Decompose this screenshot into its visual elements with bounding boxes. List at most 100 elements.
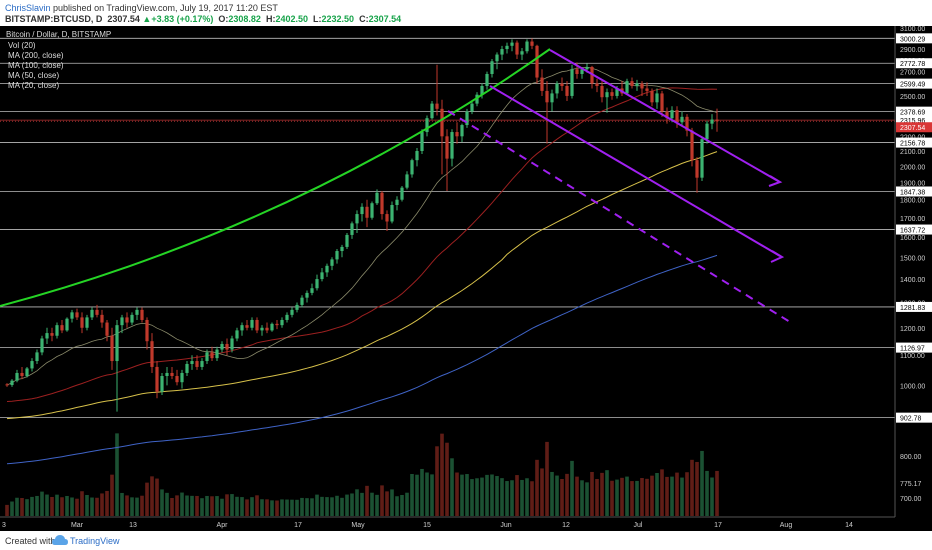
candle-body — [260, 327, 264, 331]
volume-bar — [185, 495, 189, 516]
x-tick-label: 17 — [714, 522, 722, 529]
level-label: 902.78 — [900, 416, 922, 423]
level-label: 2599.49 — [900, 82, 925, 89]
candle-body — [135, 309, 139, 315]
volume-bar — [40, 491, 44, 516]
candle-body — [330, 259, 334, 266]
indicator-ma20[interactable]: MA (20, close) — [8, 81, 59, 90]
current-price-box — [896, 122, 932, 133]
x-tick-label: 12 — [562, 522, 570, 529]
indicator-ma50[interactable]: MA (50, close) — [8, 71, 59, 80]
volume-bar — [640, 478, 644, 516]
volume-bar — [130, 497, 134, 516]
volume-bar — [560, 479, 564, 516]
volume-bar — [70, 497, 74, 516]
candle-body — [545, 90, 549, 103]
level-label: 1637.72 — [900, 228, 925, 235]
volume-bar — [520, 479, 524, 516]
volume-bar — [510, 480, 514, 516]
candle-body — [245, 325, 249, 328]
candle-body — [505, 45, 509, 50]
x-tick-label: 3 — [2, 522, 6, 529]
candle-body — [90, 309, 94, 318]
candle-body — [465, 111, 469, 126]
volume-bar — [370, 492, 374, 516]
volume-bar — [590, 471, 594, 516]
volume-bar — [555, 475, 559, 516]
ma-50-line — [6, 87, 718, 402]
volume-bar — [445, 442, 449, 516]
candle-body — [30, 361, 34, 369]
volume-bar — [540, 468, 544, 516]
low-value: 2232.50 — [321, 14, 355, 24]
x-tick-label: Aug — [780, 522, 793, 529]
candle-body — [335, 251, 339, 260]
volume-bar — [165, 492, 169, 516]
candle-body — [340, 246, 344, 252]
candle-body — [205, 352, 209, 362]
candle-body — [470, 103, 474, 112]
candle-body — [660, 93, 664, 112]
volume-bar — [615, 479, 619, 516]
volume-bar — [345, 494, 349, 516]
volume-bar — [125, 495, 129, 516]
chart-canvas[interactable]: 3100.003000.002900.002800.002700.002600.… — [0, 26, 932, 531]
volume-bar — [45, 494, 49, 516]
tradingview-brand-link[interactable]: TradingView — [70, 536, 120, 546]
x-tick-label: 13 — [129, 522, 137, 529]
candle-body — [495, 54, 499, 62]
candle-body — [670, 110, 674, 119]
candle-body — [600, 85, 604, 98]
candle-body — [445, 136, 449, 159]
y-tick-label: 1700.00 — [900, 216, 925, 223]
volume-bar — [305, 498, 309, 516]
volume-bar — [290, 499, 294, 516]
volume-bar — [300, 497, 304, 516]
volume-bar — [395, 496, 399, 516]
candle-body — [675, 110, 679, 123]
candle-body — [270, 323, 274, 331]
candle-body — [460, 125, 464, 137]
volume-bar — [420, 468, 424, 516]
volume-bar — [325, 497, 329, 516]
candle-body — [80, 317, 84, 328]
candle-body — [85, 317, 89, 328]
level-label: 2156.78 — [900, 141, 925, 148]
volume-bar — [485, 474, 489, 516]
candle-body — [405, 174, 409, 188]
low-label: L: — [313, 14, 322, 24]
chart-title: Bitcoin / Dollar, D, BITSTAMP — [6, 30, 111, 39]
candle-body — [130, 314, 134, 323]
volume-bar — [465, 474, 469, 516]
level-label: 1281.83 — [900, 305, 925, 312]
indicator-ma100[interactable]: MA (100, close) — [8, 61, 64, 70]
x-tick-label: 17 — [294, 522, 302, 529]
volume-bar — [700, 450, 704, 516]
candle-body — [650, 90, 654, 103]
volume-bar — [145, 482, 149, 516]
volume-bar — [120, 492, 124, 516]
volume-bar — [375, 494, 379, 516]
price-chart[interactable]: 3100.003000.002900.002800.002700.002600.… — [0, 26, 932, 531]
candle-body — [570, 69, 574, 96]
volume-bar — [95, 497, 99, 516]
volume-bar — [495, 476, 499, 516]
candle-body — [125, 317, 129, 323]
volume-bar — [280, 499, 284, 516]
volume-bar — [390, 489, 394, 516]
volume-bar — [335, 495, 339, 516]
candle-body — [75, 312, 79, 318]
volume-bar — [680, 477, 684, 516]
indicator-ma200[interactable]: MA (200, close) — [8, 51, 64, 60]
author-link[interactable]: ChrisSlavin — [5, 3, 51, 13]
volume-bar — [180, 492, 184, 516]
volume-bar — [650, 475, 654, 516]
volume-bar — [430, 474, 434, 516]
volume-bar — [685, 472, 689, 516]
candle-body — [95, 309, 99, 315]
candle-body — [700, 139, 704, 178]
volume-bar — [260, 499, 264, 516]
volume-bar — [330, 497, 334, 516]
last-price: 2307.54 — [107, 14, 140, 24]
indicator-vol[interactable]: Vol (20) — [8, 41, 36, 50]
